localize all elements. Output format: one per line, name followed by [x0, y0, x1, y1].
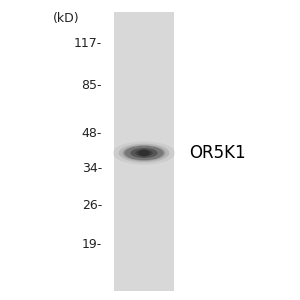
Ellipse shape [130, 148, 158, 158]
Ellipse shape [113, 142, 175, 164]
Text: 48-: 48- [82, 127, 102, 140]
Text: OR5K1: OR5K1 [189, 144, 246, 162]
Ellipse shape [124, 146, 164, 160]
Text: 117-: 117- [74, 37, 102, 50]
Ellipse shape [135, 150, 153, 156]
Text: 19-: 19- [82, 238, 102, 251]
Ellipse shape [119, 144, 169, 162]
Text: 26-: 26- [82, 199, 102, 212]
Text: (kD): (kD) [53, 12, 79, 25]
Ellipse shape [138, 149, 150, 157]
Ellipse shape [123, 145, 166, 161]
Text: 85-: 85- [82, 79, 102, 92]
Bar [114, 12, 174, 291]
Text: 34-: 34- [82, 161, 102, 175]
